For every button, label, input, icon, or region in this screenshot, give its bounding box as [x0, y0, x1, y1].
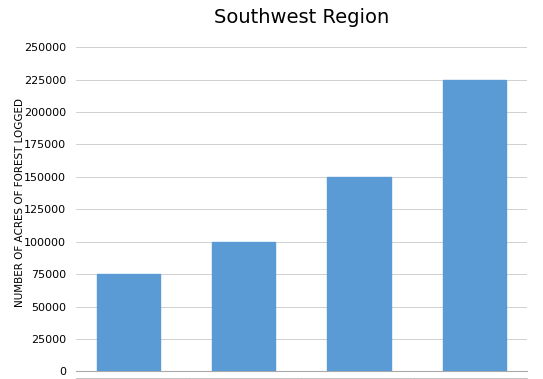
Bar — [327, 177, 391, 371]
Bar — [97, 274, 160, 371]
Bar — [212, 242, 275, 371]
Title: Southwest Region: Southwest Region — [214, 8, 389, 27]
Y-axis label: NUMBER OF ACRES OF FOREST LOGGED: NUMBER OF ACRES OF FOREST LOGGED — [15, 98, 25, 307]
Bar — [443, 80, 506, 371]
